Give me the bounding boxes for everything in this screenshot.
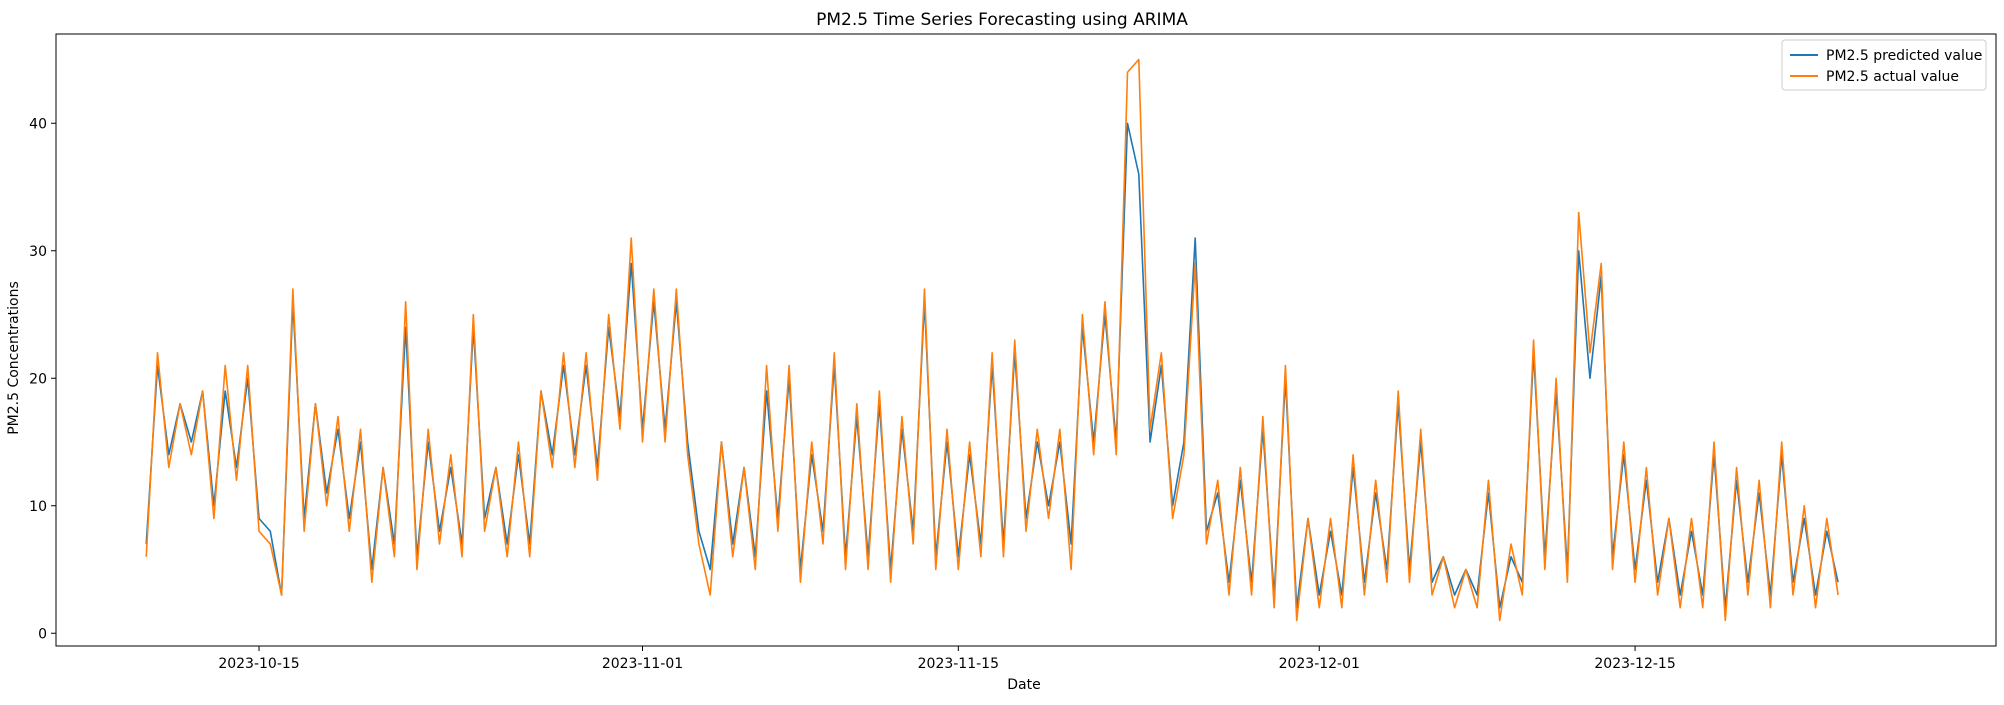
legend: PM2.5 predicted value PM2.5 actual value xyxy=(1781,39,1987,91)
x-tick-label: 2023-11-15 xyxy=(918,656,999,672)
series-line-2 xyxy=(145,58,1839,622)
axes-frame xyxy=(55,33,1997,647)
y-tick-label: 10 xyxy=(29,499,47,515)
x-tick-label: 2023-11-01 xyxy=(602,656,683,672)
x-axis-label: Date xyxy=(1007,677,1040,693)
y-axis-label: PM2.5 Concentrations xyxy=(6,281,22,435)
y-tick-label: 0 xyxy=(38,626,47,642)
legend-box xyxy=(1781,39,1987,91)
y-tick-label: 20 xyxy=(29,371,47,387)
chart-title: PM2.5 Time Series Forecasting using ARIM… xyxy=(816,10,1188,30)
legend-label-1: PM2.5 predicted value xyxy=(1826,48,1982,64)
axes: 0 10 20 30 40 2023-10-15 2023-11-01 2023-11-15 2… xyxy=(29,33,1997,672)
x-tick-label: 2023-12-15 xyxy=(1594,656,1675,672)
x-tick-label: 2023-12-01 xyxy=(1279,656,1360,672)
legend-label-2: PM2.5 actual value xyxy=(1826,69,1959,85)
y-tick-label: 40 xyxy=(29,116,47,132)
y-tick-label: 30 xyxy=(29,244,47,260)
x-tick-label: 2023-10-15 xyxy=(218,656,299,672)
plot-area xyxy=(145,58,1839,622)
